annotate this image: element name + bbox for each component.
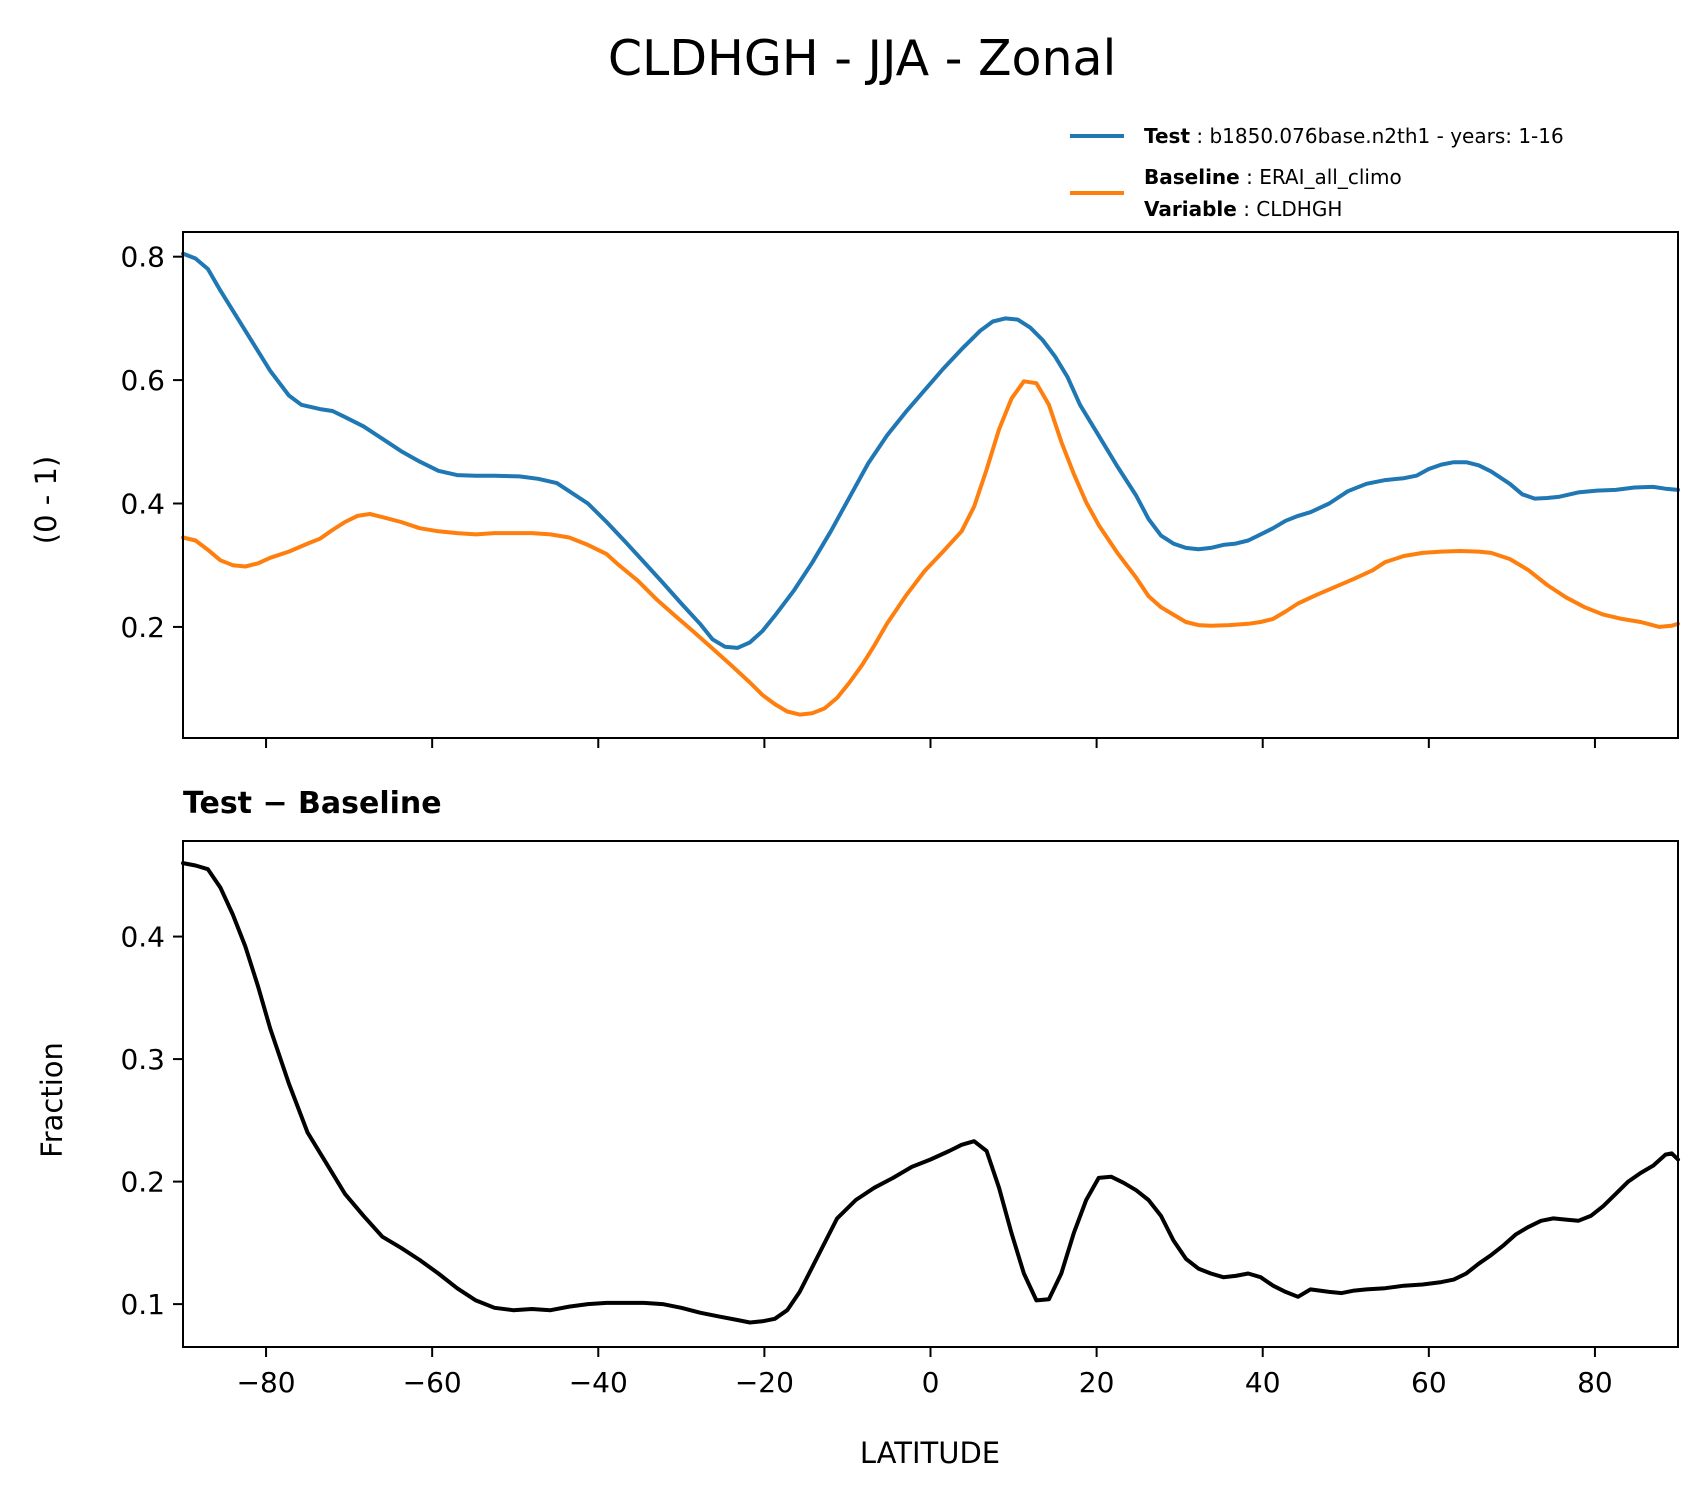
bottom-series-line-diff [181, 861, 1680, 1325]
bottom-ytick-label: 0.2 [120, 1166, 165, 1199]
bottom-xtick-label: 40 [1245, 1366, 1281, 1399]
bottom-panel-ylabel: Fraction [35, 1042, 69, 1158]
legend-sep-test: : [1190, 124, 1209, 148]
bottom-xtick-label: 60 [1411, 1366, 1447, 1399]
bottom-panel-frame [182, 840, 1679, 1348]
bottom-ytick-label: 0.3 [120, 1043, 165, 1076]
legend-sep-variable: : [1237, 197, 1256, 221]
top-panel: (0 - 1) 0.2 0.4 0.6 0.8 [29, 231, 1680, 748]
legend-value-variable: CLDHGH [1256, 197, 1342, 221]
top-ytick-label: 0.8 [120, 241, 165, 274]
top-ytick-label: 0.6 [120, 364, 165, 397]
top-series-line-baseline [181, 379, 1680, 717]
bottom-xtick-label: 20 [1079, 1366, 1115, 1399]
legend-key-test: Test [1144, 124, 1190, 148]
legend-label-variable: Variable : CLDHGH [1144, 197, 1342, 221]
top-ytick-label: 0.2 [120, 611, 165, 644]
bottom-xtick-label: −60 [403, 1366, 462, 1399]
bottom-xtick-label: 80 [1577, 1366, 1613, 1399]
top-ticks-group: 0.2 0.4 0.6 0.8 [120, 241, 1596, 748]
top-panel-frame [182, 231, 1679, 739]
bottom-panel-title: Test − Baseline [183, 786, 442, 821]
legend-label-baseline: Baseline : ERAI_all_climo [1144, 165, 1402, 189]
bottom-ytick-label: 0.4 [120, 921, 165, 954]
bottom-panel: Test − Baseline Fraction −80 −60 −40 −20 0 20… [35, 786, 1680, 1470]
figure-title: CLDHGH - JJA - Zonal [608, 30, 1116, 87]
bottom-series-group [181, 861, 1680, 1325]
top-series-group [181, 251, 1680, 717]
top-series-line-test [181, 251, 1680, 650]
legend-key-variable: Variable [1144, 197, 1237, 221]
bottom-ticks-group: −80 −60 −40 −20 0 20 40 60 80 0.1 0.2 0.3 0.4 [120, 921, 1612, 1399]
legend-value-test: b1850.076base.n2th1 - years: 1-16 [1209, 124, 1563, 148]
top-ytick-label: 0.4 [120, 488, 165, 521]
legend-key-baseline: Baseline [1144, 165, 1240, 189]
top-panel-ylabel: (0 - 1) [29, 456, 63, 544]
bottom-ytick-label: 0.1 [120, 1288, 165, 1321]
bottom-xtick-label: 0 [922, 1366, 940, 1399]
legend-sep-baseline: : [1240, 165, 1259, 189]
bottom-xtick-label: −80 [237, 1366, 296, 1399]
legend-label-test: Test : b1850.076base.n2th1 - years: 1-16 [1144, 124, 1564, 148]
legend: Test : b1850.076base.n2th1 - years: 1-16… [1070, 124, 1564, 221]
bottom-xtick-label: −40 [569, 1366, 628, 1399]
legend-value-baseline: ERAI_all_climo [1259, 165, 1402, 189]
bottom-xtick-label: −20 [735, 1366, 794, 1399]
bottom-panel-xlabel: LATITUDE [860, 1436, 1000, 1470]
